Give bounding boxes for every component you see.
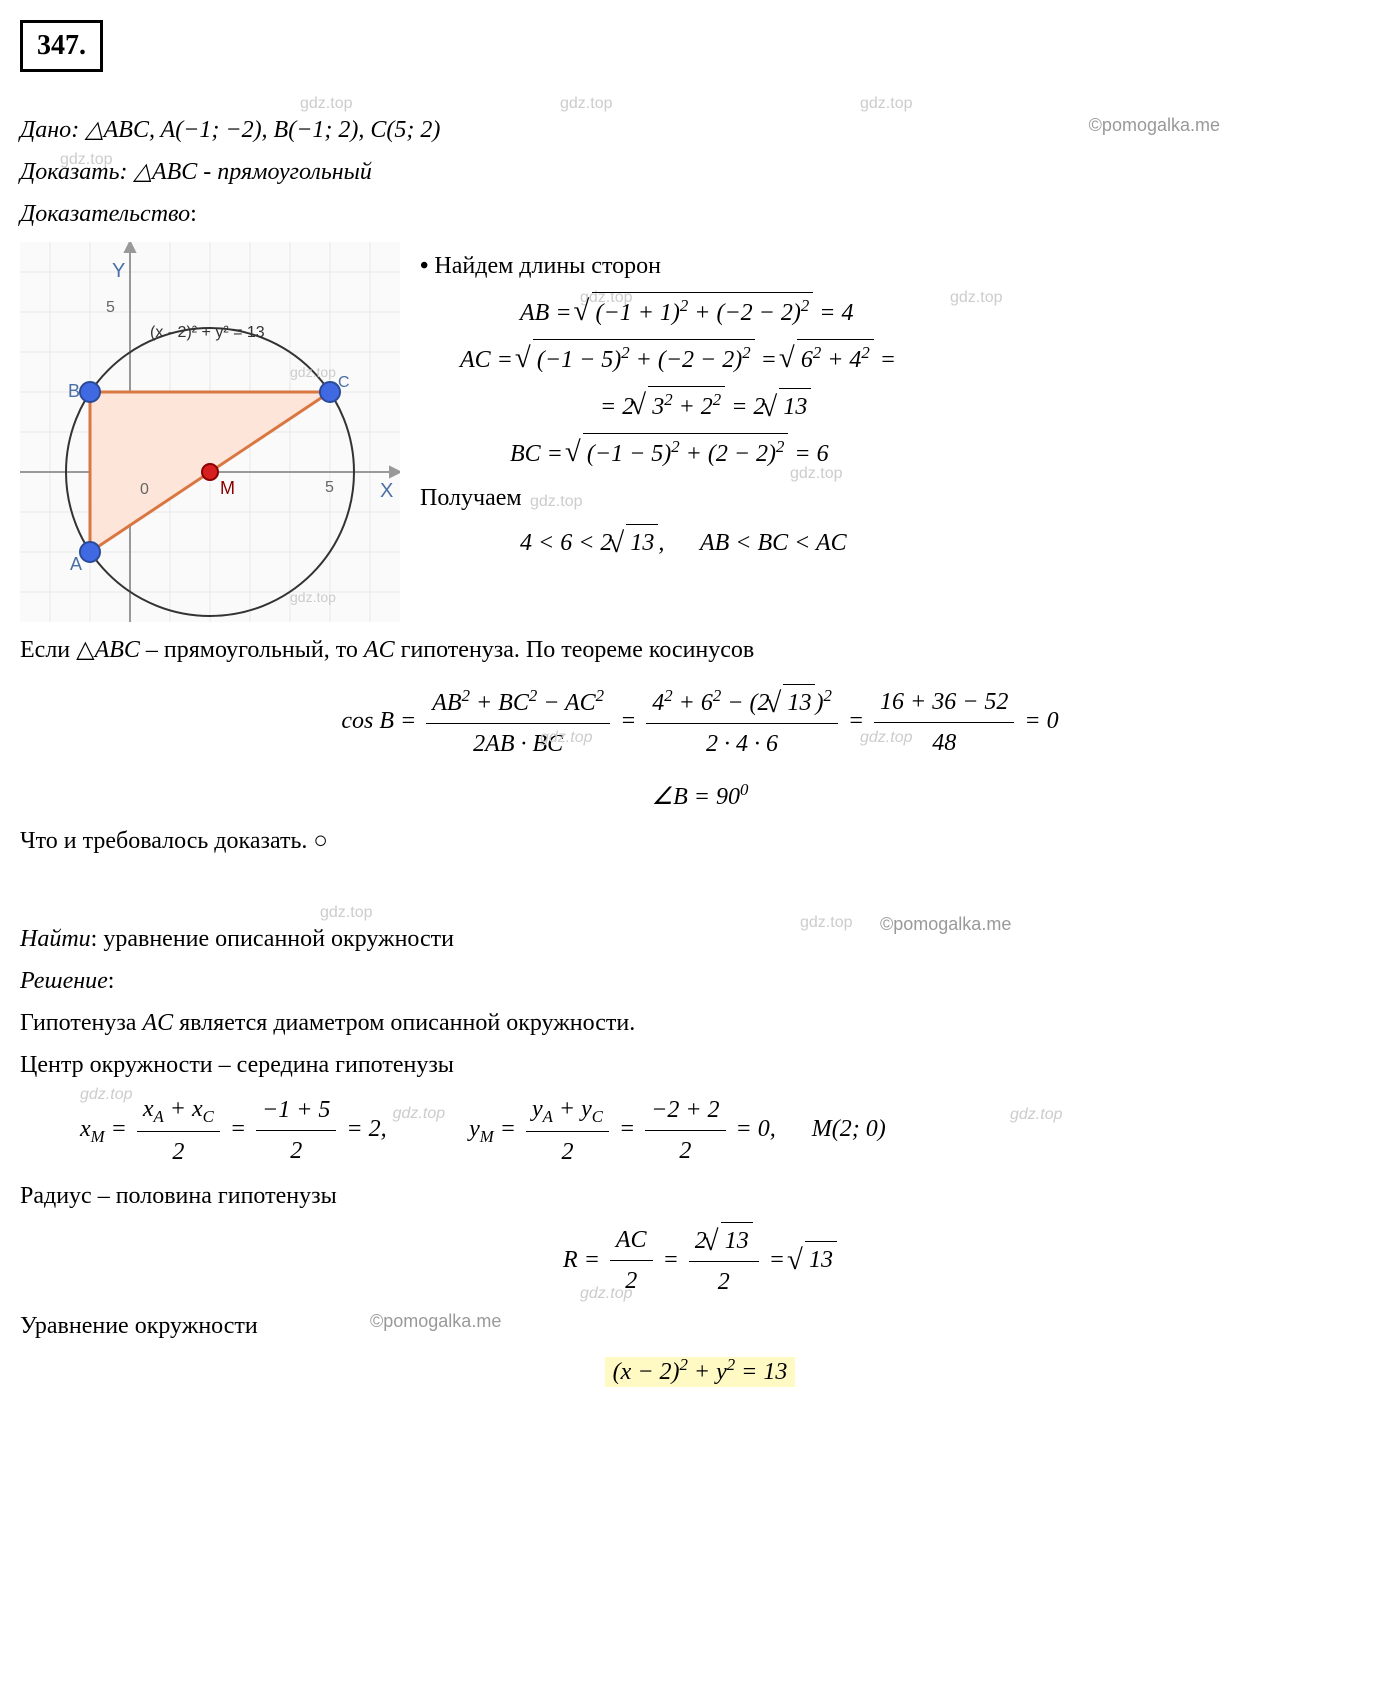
diameter-text: Гипотенуза AC является диаметром описанн… [20, 1010, 635, 1036]
watermark-gdz: gdz.top [580, 1282, 632, 1306]
end-circle-icon: ○ [313, 823, 328, 859]
prove-text: : △ABC - прямоугольный [120, 159, 372, 185]
center-text: Центр окружности – середина гипотенузы [20, 1047, 1380, 1083]
geometry-diagram: Y X 5 5 0 B C A M (x - 2)² + y² = 13 gdz… [20, 242, 400, 622]
watermark-gdz: gdz.top [860, 726, 912, 750]
svg-text:B: B [68, 381, 80, 401]
given-text: : △ABC, A(−1; −2), B(−1; 2), C(5; 2) [71, 117, 440, 143]
qed-text: Что и требовалось доказать. [20, 828, 307, 854]
x-axis-label: X [380, 480, 393, 502]
svg-text:M: M [220, 478, 235, 498]
hypotenuse-text: Если △ABC – прямоугольный, то AC гипотен… [20, 637, 754, 663]
equation-label: Уравнение окружности [20, 1313, 258, 1339]
svg-text:(x - 2)² + y² = 13: (x - 2)² + y² = 13 [150, 324, 265, 341]
watermark-gdz: gdz.top [1010, 1103, 1062, 1127]
svg-text:A: A [70, 554, 82, 574]
svg-text:5: 5 [106, 299, 115, 316]
svg-text:0: 0 [140, 481, 149, 498]
radius-text: Радиус – половина гипотенузы [20, 1178, 1380, 1214]
solution-colon: : [108, 968, 115, 994]
problem-number: 347. [20, 20, 103, 72]
final-equation: (x − 2)2 + y2 = 13 [605, 1357, 796, 1387]
watermark-gdz: gdz.top [80, 1083, 132, 1107]
watermark-gdz: gdz.top [530, 490, 582, 514]
copyright: ©pomogalka.me [1089, 112, 1220, 139]
prove-label: Доказать [20, 159, 120, 185]
side-lengths-heading: Найдем длины сторон [420, 248, 1380, 284]
find-label: Найти [20, 926, 91, 952]
copyright: ©pomogalka.me [370, 1308, 501, 1335]
watermark-gdz: gdz.top [540, 726, 592, 750]
given-label: Дано [20, 117, 71, 143]
svg-text:5: 5 [325, 479, 334, 496]
proof-label: Доказательство [20, 201, 190, 227]
solution-label: Решение [20, 968, 108, 994]
watermark-gdz: gdz.top [393, 1105, 445, 1122]
svg-text:gdz.top: gdz.top [290, 364, 336, 380]
watermark-gdz: gdz.top [950, 286, 1002, 310]
svg-text:gdz.top: gdz.top [290, 589, 336, 605]
y-axis-label: Y [112, 260, 125, 282]
find-text: : уравнение описанной окружности [91, 926, 454, 952]
svg-text:C: C [338, 374, 350, 391]
proof-colon: : [190, 201, 197, 227]
